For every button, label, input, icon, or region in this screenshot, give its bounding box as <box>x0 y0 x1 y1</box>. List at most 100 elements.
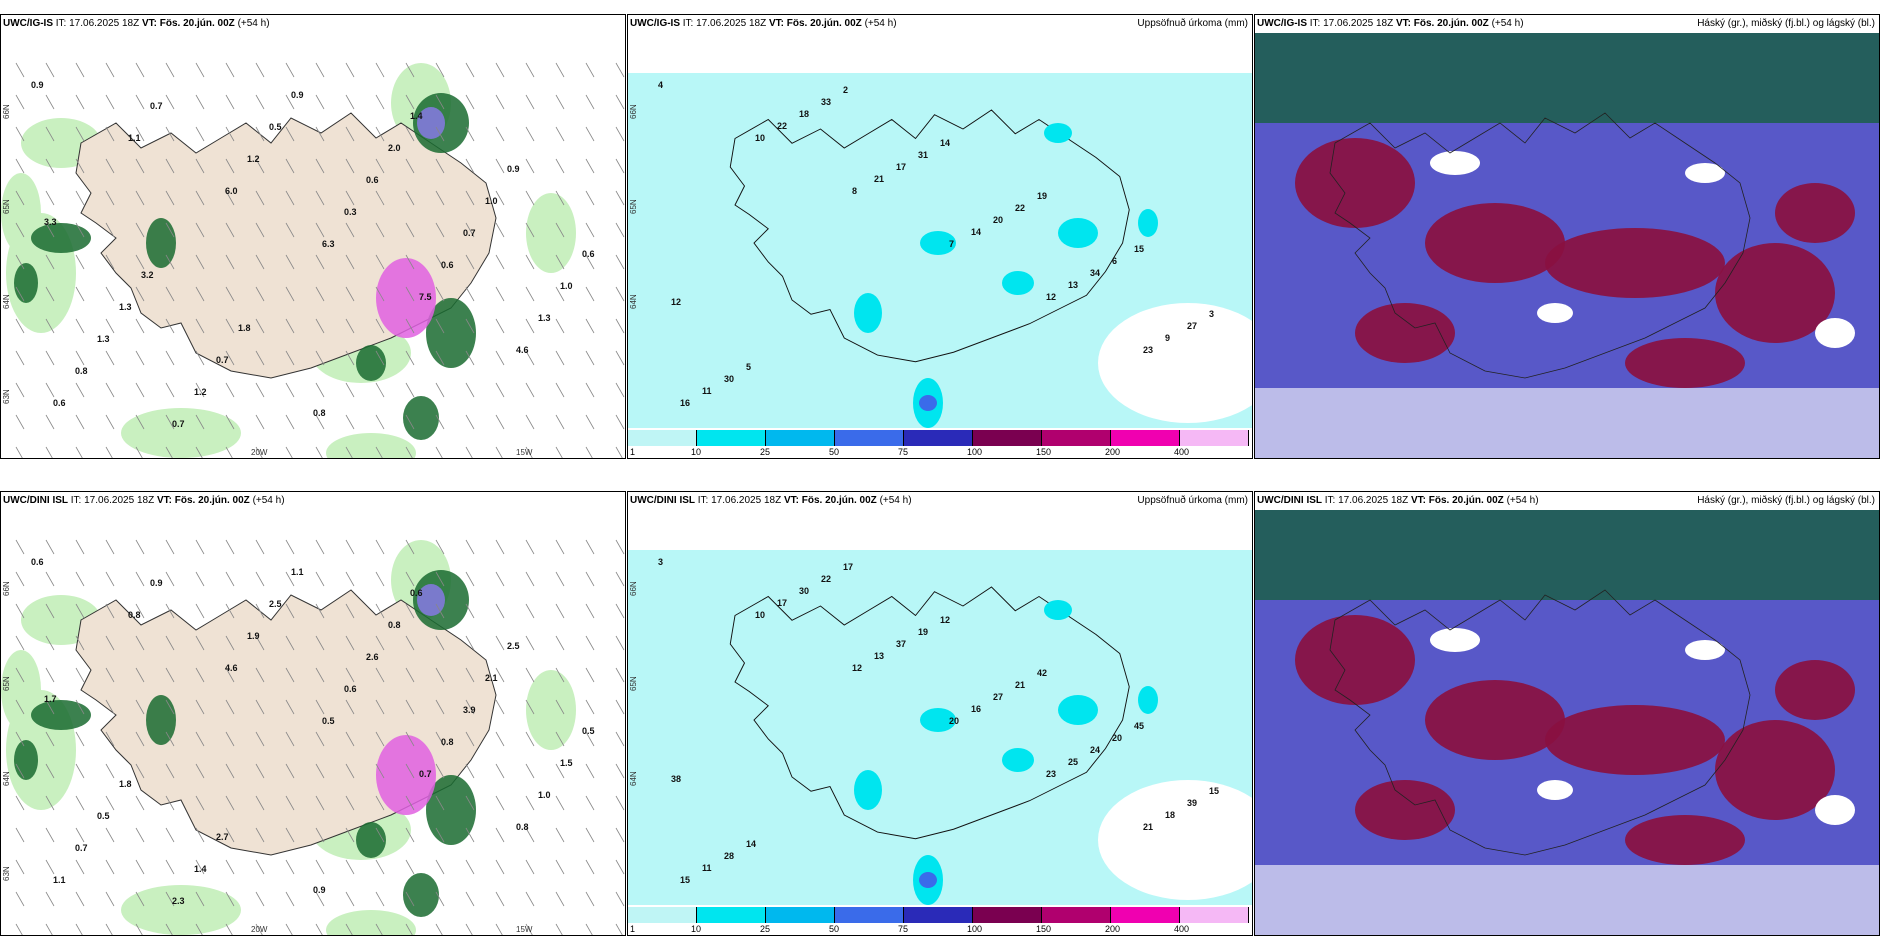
wind-barb <box>195 382 205 398</box>
wind-barb <box>135 891 145 907</box>
wind-barb <box>525 571 535 587</box>
wind-barb <box>375 382 385 398</box>
value-label: 31 <box>918 150 928 160</box>
map-panel-wind: UWC/IG-IS IT: 17.06.2025 18Z VT: Fös. 20… <box>0 14 626 459</box>
wind-barb <box>585 923 593 935</box>
wind-barb <box>345 667 355 683</box>
wind-barb <box>435 190 445 206</box>
wind-barb <box>615 350 625 366</box>
wind-barb <box>105 222 115 238</box>
value-label: 0.6 <box>366 175 379 185</box>
wind-barb <box>615 795 625 811</box>
panel-field-title: Uppsöfnuð úrkoma (mm) <box>1137 18 1248 29</box>
map-svg: 0.6 0.8 4.6 0.5 0.7 0.8 1.1 0.9 1.9 0.6 0.8 1.0 0.7 2… <box>1 510 625 935</box>
latitude-tick: 63N <box>2 389 11 404</box>
wind-barb <box>15 795 25 811</box>
wind-barb <box>105 667 115 683</box>
value-label: 15 <box>1134 244 1144 254</box>
wind-barb <box>555 190 565 206</box>
wind-barb <box>15 859 25 875</box>
wind-barb <box>525 699 535 715</box>
clear-patch <box>1815 318 1855 348</box>
wind-barb <box>615 94 625 110</box>
value-label: 0.7 <box>216 355 229 365</box>
wind-barb <box>165 731 175 747</box>
wind-barb <box>195 94 205 110</box>
colorbar-swatch <box>973 430 1042 446</box>
wind-barb <box>585 827 595 843</box>
wind-barb <box>195 158 205 174</box>
wind-barb <box>435 94 445 110</box>
wind-barb <box>435 827 445 843</box>
wind-barb <box>75 254 85 270</box>
wind-barb <box>255 414 265 430</box>
wind-barb <box>465 667 475 683</box>
iceland-outline <box>729 586 1130 840</box>
colorbar-label: 10 <box>691 924 702 934</box>
wind-barb <box>75 667 85 683</box>
low-cloud-area <box>1355 303 1455 363</box>
wind-barb <box>585 699 595 715</box>
wind-barb <box>435 318 445 334</box>
value-label: 0.7 <box>150 101 163 111</box>
wind-barb <box>345 571 355 587</box>
wind-barb <box>375 350 385 366</box>
wind-barb <box>135 94 145 110</box>
wind-barb <box>375 571 385 587</box>
wind-barb <box>285 62 295 78</box>
value-label: 1.2 <box>194 387 207 397</box>
iceland-outline <box>729 109 1130 363</box>
wind-barb <box>495 254 505 270</box>
wind-barb <box>45 635 55 651</box>
wind-barb <box>15 62 25 78</box>
it-label: IT: <box>1309 18 1321 29</box>
wind-barb <box>585 795 595 811</box>
wind-barb <box>555 603 565 619</box>
wind-barb <box>45 126 55 142</box>
no-data-area <box>1098 780 1252 900</box>
value-label: 21 <box>874 174 884 184</box>
wind-barb <box>255 382 265 398</box>
wind-barb <box>105 254 115 270</box>
wind-barb <box>45 222 55 238</box>
wind-barb <box>555 635 565 651</box>
value-label: 17 <box>896 162 906 172</box>
wind-barb <box>285 667 295 683</box>
it-label: IT: <box>682 18 694 29</box>
wind-barb <box>345 859 355 875</box>
colorbar-swatch <box>1180 430 1249 446</box>
wind-barb <box>465 286 475 302</box>
wind-barb <box>105 446 113 458</box>
wind-barb <box>465 731 475 747</box>
wind-barb <box>495 571 505 587</box>
wind-barb <box>285 923 293 935</box>
vt-label: VT: <box>1410 495 1426 506</box>
clear-patch <box>1815 795 1855 825</box>
wind-barb <box>345 923 353 935</box>
wind-barb <box>225 763 235 779</box>
wind-barb <box>135 126 145 142</box>
wind-barb <box>615 190 625 206</box>
wind-barb <box>15 571 25 587</box>
wind-barb <box>225 827 235 843</box>
value-label: 0.6 <box>344 684 357 694</box>
wind-barb <box>495 827 505 843</box>
value-label: 7.5 <box>419 292 432 302</box>
vt-value: Fös. 20.jún. 00Z <box>174 495 250 506</box>
wind-barb <box>45 923 53 935</box>
lead-time: (+54 h) <box>252 495 285 506</box>
wind-barb <box>585 414 595 430</box>
it-label: IT: <box>70 495 82 506</box>
wind-barb <box>195 414 205 430</box>
wind-barb <box>75 827 85 843</box>
wind-barb <box>195 126 205 142</box>
low-cloud-area <box>1545 705 1725 775</box>
wind-barb <box>465 539 475 555</box>
precip-area-dark <box>426 775 476 845</box>
value-label: 3.3 <box>44 217 57 227</box>
wind-barb <box>165 699 175 715</box>
wind-barb <box>495 731 505 747</box>
wind-barb <box>615 667 625 683</box>
value-label: 22 <box>1015 203 1025 213</box>
wind-barb <box>525 859 535 875</box>
